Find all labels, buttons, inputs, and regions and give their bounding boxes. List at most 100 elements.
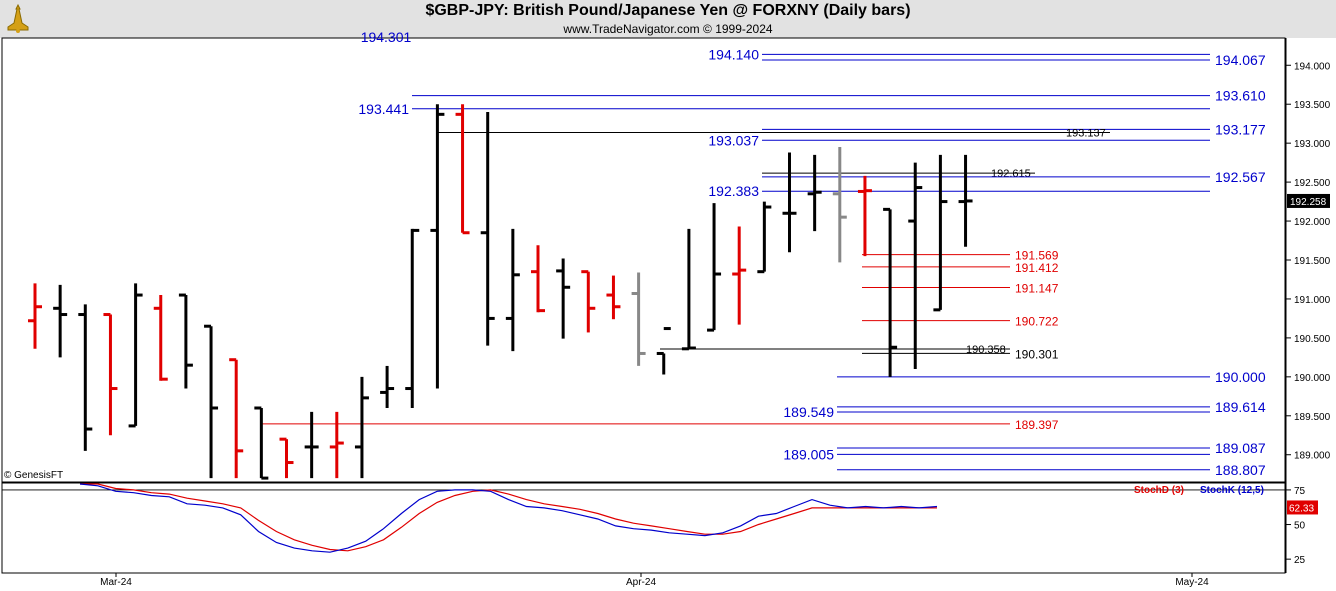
level-label: 193.610 <box>1215 88 1266 104</box>
price-bar <box>354 376 369 479</box>
stochastic-plot-area <box>1 482 1286 574</box>
price-bar <box>656 327 671 375</box>
level-label: 189.614 <box>1215 399 1266 415</box>
stoch-tick-label: 25 <box>1294 555 1306 566</box>
level-label: 193.441 <box>358 101 409 117</box>
price-tick-label: 190.000 <box>1294 373 1331 384</box>
price-bar <box>681 228 696 351</box>
level-label: 193.037 <box>708 132 759 148</box>
price-bar <box>153 295 168 381</box>
price-tick-label: 189.500 <box>1294 412 1331 423</box>
price-bar <box>757 201 772 274</box>
date-tick-label: Mar-24 <box>100 577 132 588</box>
level-label: 192.383 <box>708 183 759 199</box>
last-price-box <box>1287 193 1330 208</box>
price-bar <box>883 207 898 377</box>
price-tick-label: 191.000 <box>1294 295 1331 306</box>
price-bar <box>380 365 395 408</box>
price-bar <box>782 152 797 253</box>
price-bar <box>732 226 747 325</box>
level-label: 192.567 <box>1215 169 1266 185</box>
price-bar <box>430 104 445 389</box>
price-bar <box>178 293 193 389</box>
price-bar <box>908 162 923 370</box>
level-label: 191.569 <box>1015 249 1059 263</box>
price-bar <box>103 313 118 436</box>
price-plot-area <box>1 37 1286 483</box>
price-tick-label: 192.500 <box>1294 178 1331 189</box>
gold-bell-logo-icon <box>7 3 29 33</box>
genesis-watermark: © GenesisFT <box>4 470 63 481</box>
price-bar <box>958 154 973 247</box>
price-tick-label: 193.000 <box>1294 139 1331 150</box>
stoch-tick-label: 75 <box>1294 486 1306 497</box>
price-bar <box>78 304 93 451</box>
price-bar <box>455 104 470 235</box>
price-bar <box>304 411 319 479</box>
price-bar <box>832 147 847 263</box>
level-label: 193.137 <box>1066 127 1106 139</box>
level-label: 190.301 <box>1015 347 1059 361</box>
level-label: 192.615 <box>991 168 1031 180</box>
price-bar <box>204 324 219 479</box>
price-bar <box>128 283 143 428</box>
level-label: 189.549 <box>783 404 834 420</box>
level-label: 190.358 <box>966 344 1006 356</box>
level-label: 194.067 <box>1215 52 1266 68</box>
price-bar <box>405 228 420 408</box>
price-tick-label: 192.000 <box>1294 217 1331 228</box>
price-bar <box>229 358 244 479</box>
level-label: 193.177 <box>1215 121 1266 137</box>
chart-subtitle: www.TradeNavigator.com © 1999-2024 <box>563 22 773 36</box>
stoch-d-legend: StochD (3) <box>1134 485 1184 496</box>
last-price-label: 192.258 <box>1290 197 1327 208</box>
date-tick-label: Apr-24 <box>626 577 656 588</box>
price-tick-label: 190.500 <box>1294 334 1331 345</box>
stoch-d-line <box>80 483 937 552</box>
price-tick-label: 191.500 <box>1294 256 1331 267</box>
price-bar <box>581 270 596 333</box>
price-bar <box>807 154 822 232</box>
price-bar <box>329 411 344 479</box>
price-bar <box>279 437 294 479</box>
price-bars <box>28 104 973 480</box>
level-label: 189.397 <box>1015 418 1059 432</box>
chart-header <box>0 0 1336 38</box>
level-label: 189.005 <box>783 446 834 462</box>
stoch-last-label: 62.33 <box>1289 503 1314 514</box>
level-label: 194.140 <box>708 46 759 62</box>
price-bar <box>53 284 68 358</box>
price-bar <box>254 406 269 480</box>
price-bar <box>857 175 872 257</box>
price-tick-label: 193.500 <box>1294 100 1331 111</box>
date-tick-label: May-24 <box>1175 577 1209 588</box>
price-axis: 189.000 189.500 190.000 190.500 191.000 191.5… <box>1285 38 1331 573</box>
stochastic-panel: 25 50 75 StochD (3) StochK (12,5) 62.33 <box>2 483 1318 566</box>
price-bar <box>28 283 42 349</box>
price-bar <box>631 272 646 366</box>
level-lines: 194.140 194.067 193.610 193.441 193.177 193.1… <box>262 29 1266 478</box>
price-tick-label: 189.000 <box>1294 451 1331 462</box>
price-bar <box>480 112 495 346</box>
level-label: 190.000 <box>1215 369 1266 385</box>
price-bar <box>556 258 571 339</box>
level-label: 190.722 <box>1015 315 1059 329</box>
stoch-k-line <box>79 483 938 553</box>
price-bar <box>606 275 621 320</box>
stoch-tick-label: 50 <box>1294 521 1306 532</box>
date-axis: Mar-24 Apr-24 May-24 <box>100 573 1209 588</box>
level-label-partial: 194.301 <box>361 29 412 45</box>
chart-title: $GBP-JPY: British Pound/Japanese Yen @ F… <box>425 2 911 19</box>
price-tick-label: 194.000 <box>1294 61 1331 72</box>
stoch-last-box <box>1287 500 1318 515</box>
price-bar <box>505 228 520 352</box>
chart-frame <box>1 37 1286 574</box>
price-bar <box>707 203 722 332</box>
level-label: 189.087 <box>1215 440 1266 456</box>
level-label: 191.412 <box>1015 261 1059 275</box>
level-label: 188.807 <box>1215 462 1266 478</box>
level-label: 191.147 <box>1015 281 1059 295</box>
price-bar <box>531 245 545 313</box>
stoch-k-legend: StochK (12,5) <box>1200 485 1264 496</box>
